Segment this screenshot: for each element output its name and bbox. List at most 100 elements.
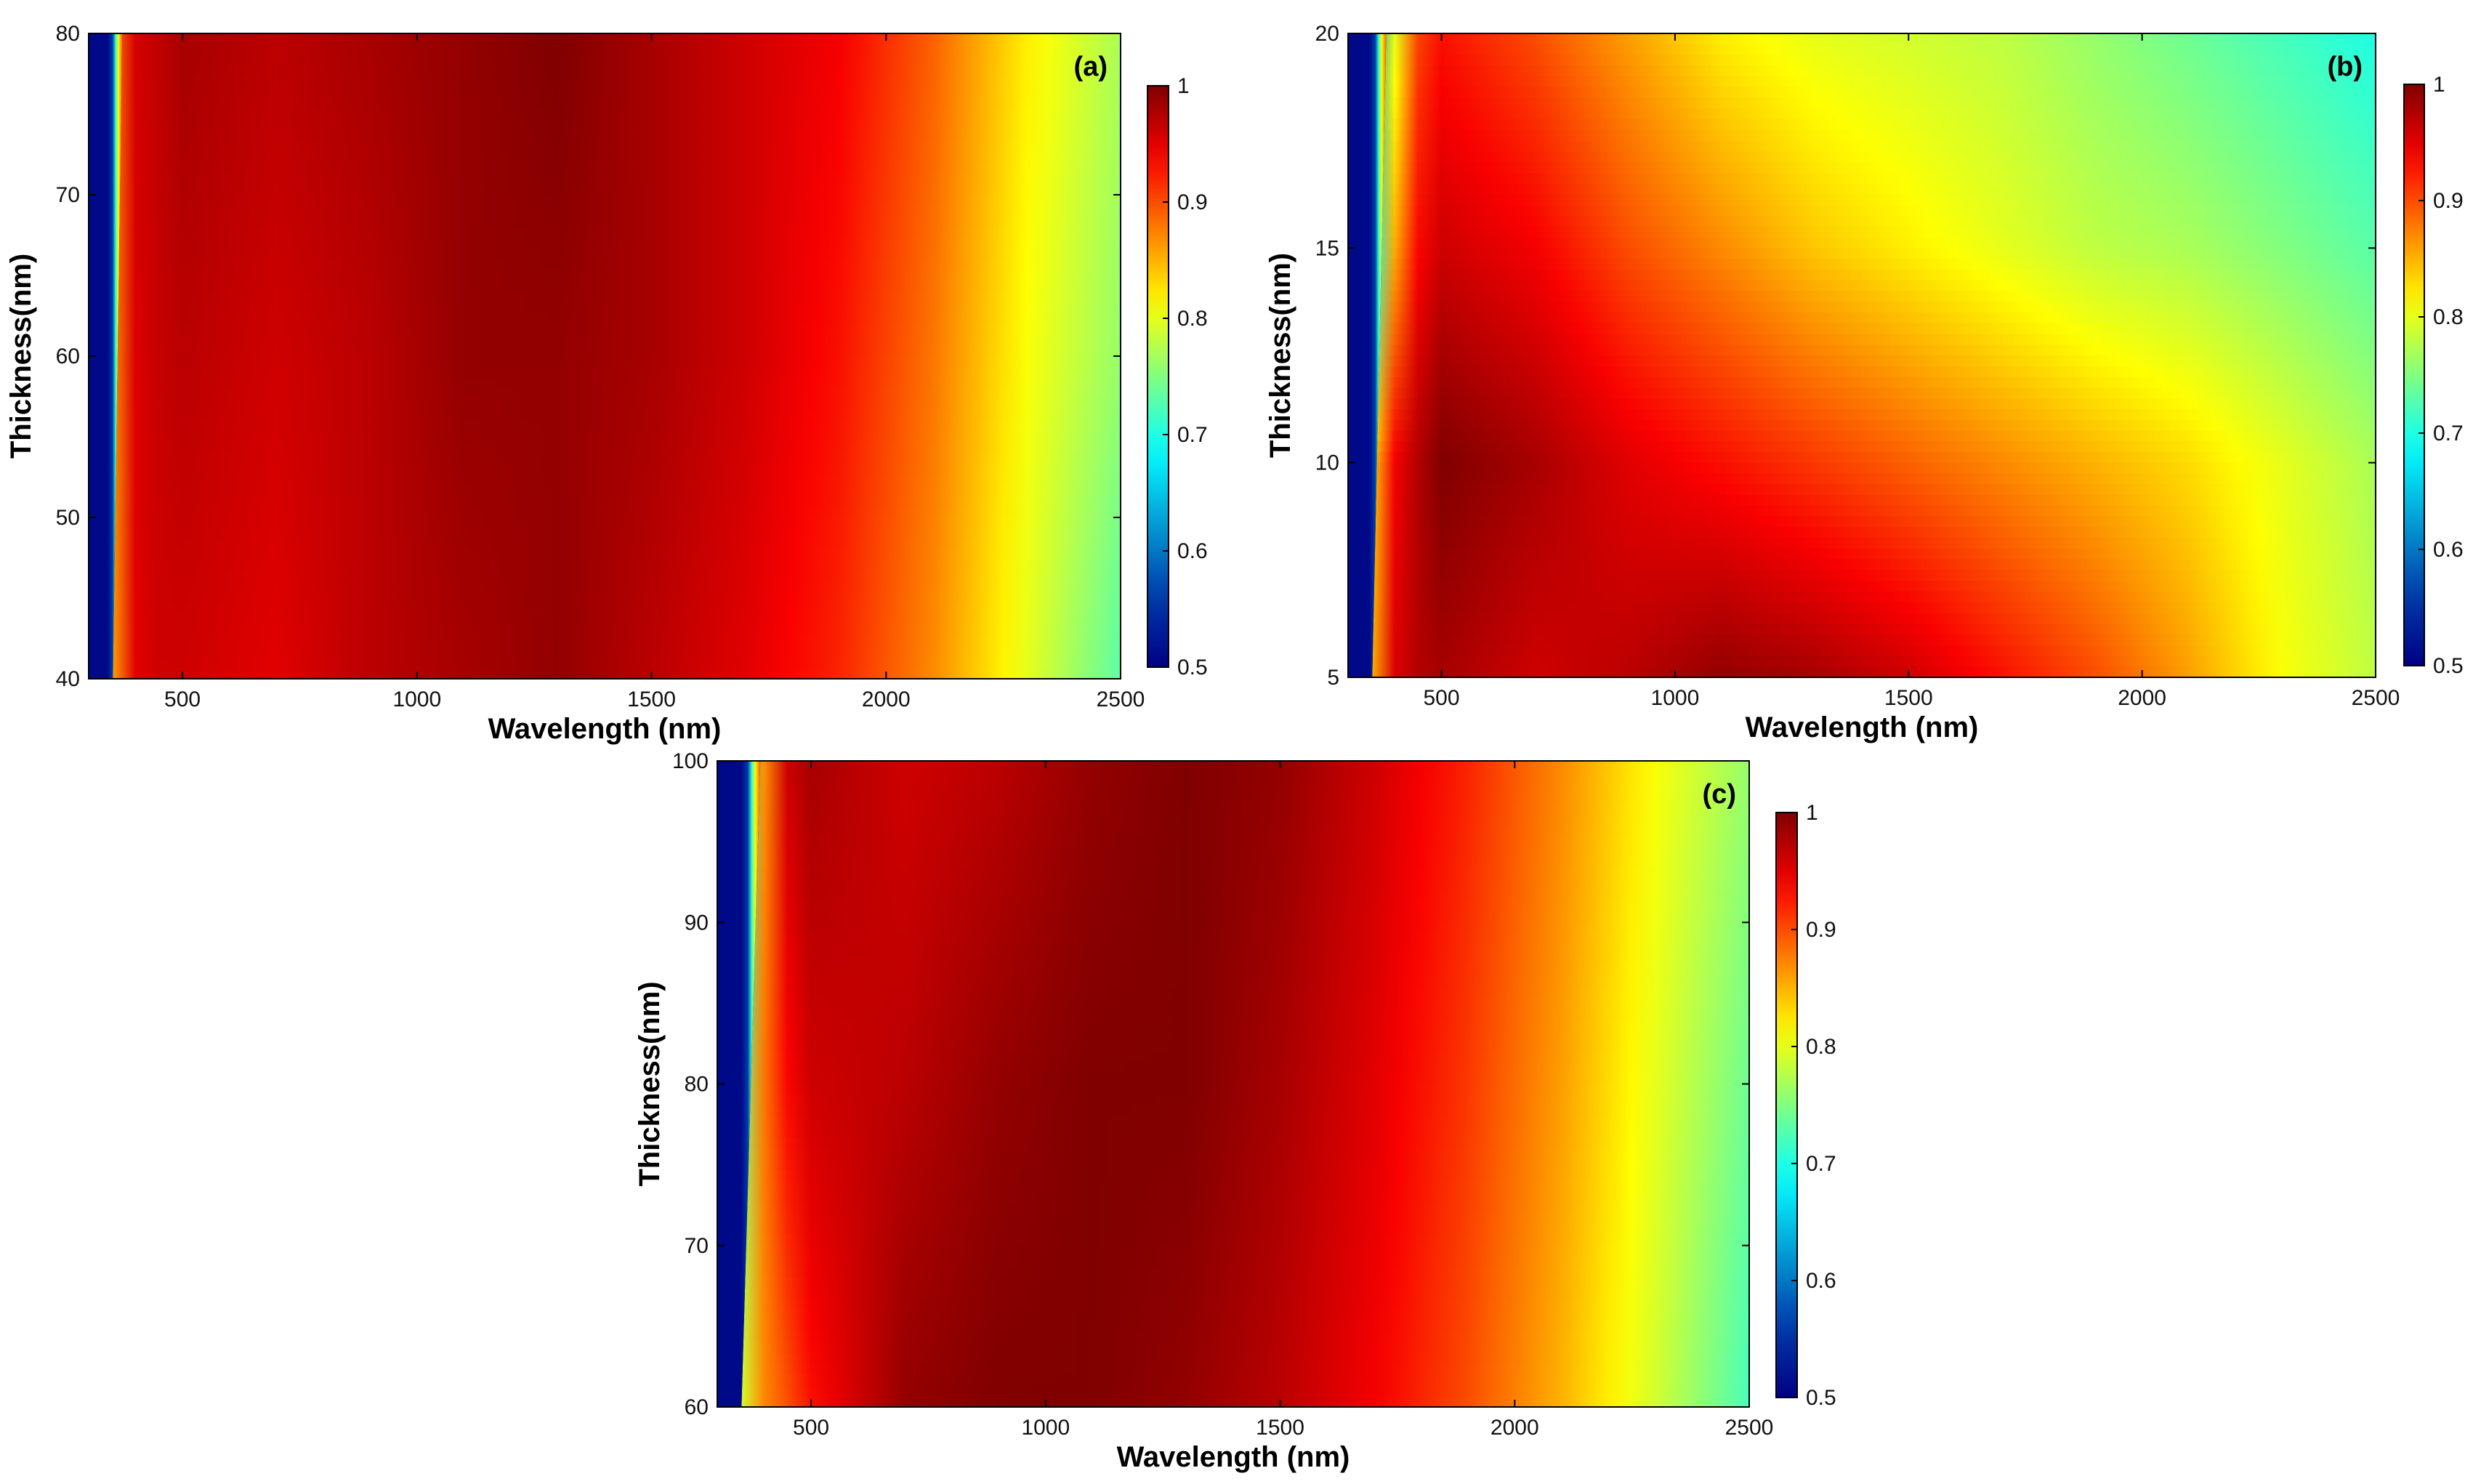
heatmap-band	[717, 761, 1749, 773]
heatmap-band	[89, 312, 1121, 325]
heatmap-band	[717, 847, 1749, 859]
panel-label: (a)	[1074, 52, 1108, 82]
heatmap-band	[1348, 581, 2376, 592]
heatmap-band	[717, 1352, 1749, 1365]
heatmap-band	[1348, 119, 2376, 131]
colorbar-tick-label: 1	[1806, 801, 1818, 825]
heatmap-band	[1348, 376, 2376, 389]
colorbar	[2404, 84, 2424, 666]
heatmap-band	[717, 1310, 1749, 1322]
heatmap-band	[717, 900, 1749, 913]
colorbar-tick-label: 0.5	[1806, 1386, 1836, 1410]
heatmap-band	[717, 1374, 1749, 1387]
y-tick-label: 70	[56, 183, 80, 207]
heatmap-band	[717, 1191, 1749, 1203]
heatmap-band	[89, 366, 1121, 379]
heatmap-band	[1348, 334, 2376, 346]
heatmap-band	[717, 1073, 1749, 1085]
colorbar-tick-label: 0.6	[2433, 538, 2464, 562]
heatmap-band	[89, 388, 1121, 400]
heatmap-band	[717, 1159, 1749, 1172]
heatmap-band	[1348, 33, 2376, 45]
heatmap-band	[89, 291, 1121, 303]
heatmap-band	[89, 571, 1121, 583]
heatmap-band	[89, 614, 1121, 626]
heatmap-band	[1348, 323, 2376, 335]
absorption-edge-transition	[718, 761, 761, 1407]
heatmap-band	[1348, 602, 2376, 614]
heatmap-band	[89, 646, 1121, 658]
heatmap-band	[89, 334, 1121, 347]
x-tick-label: 2500	[1725, 1416, 1774, 1440]
heatmap-band	[717, 1224, 1749, 1235]
heatmap-band	[717, 771, 1749, 783]
x-tick-label: 2000	[2118, 686, 2166, 710]
heatmap-band	[717, 1267, 1749, 1279]
colorbar	[1776, 812, 1797, 1398]
heatmap-band	[717, 1202, 1749, 1214]
heatmap-band	[89, 130, 1121, 142]
heatmap-band	[717, 943, 1749, 956]
heatmap-band	[717, 987, 1749, 999]
heatmap-band	[89, 345, 1121, 357]
x-tick-label: 2500	[2352, 686, 2400, 710]
heatmap-band	[89, 592, 1121, 605]
heatmap-band	[717, 1331, 1749, 1344]
heatmap-band	[717, 815, 1749, 826]
heatmap-band	[1348, 441, 2376, 453]
heatmap-band	[89, 302, 1121, 314]
heatmap-band	[89, 162, 1121, 174]
heatmap-band	[89, 668, 1121, 680]
x-tick-label: 1000	[392, 687, 441, 711]
y-tick-label: 60	[56, 344, 80, 368]
heatmap-band	[717, 1084, 1749, 1096]
heatmap-band	[89, 281, 1121, 293]
heatmap-band	[89, 44, 1121, 56]
heatmap-band	[1348, 451, 2376, 464]
heatmap-band	[717, 965, 1749, 977]
heatmap-band	[89, 97, 1121, 110]
heatmap-band	[717, 1363, 1749, 1376]
heatmap-band	[89, 195, 1121, 206]
heatmap-band	[1348, 172, 2376, 185]
x-tick-label: 2000	[862, 687, 911, 711]
x-tick-label: 1500	[1884, 686, 1933, 710]
heatmap-band	[717, 858, 1749, 870]
heatmap-band	[89, 496, 1121, 508]
y-tick-label: 80	[685, 1073, 709, 1097]
y-axis-label: Thickness(nm)	[1264, 253, 1296, 458]
heatmap-band	[717, 1137, 1749, 1150]
heatmap-band	[717, 976, 1749, 988]
heatmap-band	[89, 453, 1121, 464]
heatmap-band	[1348, 194, 2376, 206]
colorbar-tick-label: 0.7	[1177, 423, 1208, 447]
heatmap-band	[1348, 248, 2376, 260]
heatmap-band	[89, 485, 1121, 497]
heatmap-band	[717, 868, 1749, 880]
heatmap-band	[1348, 398, 2376, 410]
x-axis-label: Wavelength (nm)	[1117, 1441, 1350, 1473]
heatmap-band	[717, 1170, 1749, 1182]
heatmap-band	[89, 55, 1121, 67]
heatmap-band	[717, 1320, 1749, 1333]
x-tick-label: 1500	[1256, 1416, 1304, 1440]
panel-b: 500 1000 1500 2000 2500 5 10 15 20 Wavelength (nm…	[1264, 22, 2464, 743]
heatmap-band	[717, 1116, 1749, 1128]
heatmap-band	[1348, 419, 2376, 432]
absorption-edge-transition	[89, 33, 123, 679]
heatmap-band	[1348, 162, 2376, 174]
y-tick-label: 100	[672, 749, 709, 773]
heatmap-band	[1348, 505, 2376, 517]
heatmap-band	[89, 442, 1121, 454]
panel-label: (b)	[2327, 52, 2363, 82]
heatmap-band	[1348, 634, 2376, 646]
heatmap-band	[717, 1105, 1749, 1117]
x-tick-label: 500	[793, 1416, 829, 1440]
heatmap-band	[1348, 291, 2376, 303]
heatmap-band	[717, 890, 1749, 902]
heatmap-band	[1348, 462, 2376, 475]
heatmap-band	[717, 1030, 1749, 1042]
heatmap-band	[717, 793, 1749, 805]
heatmap-band	[89, 356, 1121, 368]
heatmap-band	[1348, 76, 2376, 88]
